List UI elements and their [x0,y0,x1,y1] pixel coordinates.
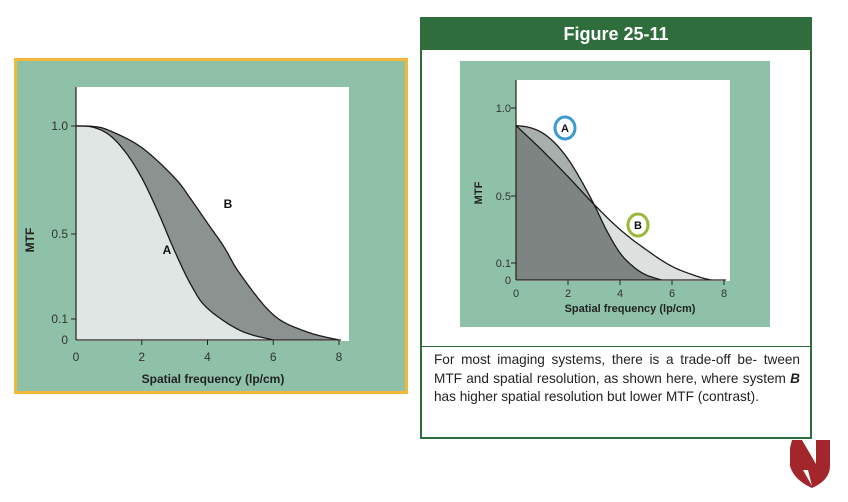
x-tick-label: 2 [138,350,145,364]
curve-b [76,125,340,341]
y-tick-label: 0.1 [51,312,68,326]
series-label-circle-b [626,212,650,238]
y-tick-label: 1.0 [496,103,511,115]
chart-right: 0 0.1 0.5 1.0 0 2 4 6 8 Spatial frequency (lp/cm)… [473,80,730,315]
y-tick-label: 0.5 [51,227,68,241]
caption-text: For most imaging systems, there is a tra… [434,352,800,386]
caption-text-end: has higher spatial resolution but lower … [434,389,759,404]
x-tick-label: 6 [669,288,675,300]
y-tick-label: 0 [505,275,511,287]
curve-a [76,125,274,341]
x-tick-label: 8 [336,350,343,364]
series-label-b: B [224,197,233,211]
series-label-a: A [163,243,172,257]
y-axis-title: MTF [23,228,37,253]
university-logo-icon [790,440,830,488]
x-tick-label: 6 [270,350,277,364]
y-tick-label: 1.0 [51,119,68,133]
series-label-circle-a [553,115,577,141]
x-tick-label: 4 [204,350,211,364]
curve-a [516,124,662,281]
figure-caption: For most imaging systems, there is a tra… [434,351,800,407]
figure-title: Figure 25-11 [422,19,810,50]
caption-emphasis: B [790,370,800,386]
y-axis-title: MTF [473,181,485,204]
x-tick-label: 2 [565,288,571,300]
x-tick-label: 0 [73,350,80,364]
curve-b [515,125,712,281]
chart-left: 0 0.1 0.5 1.0 0 2 4 6 8 Spatial frequency (lp/cm)… [23,87,349,386]
x-tick-label: 0 [513,288,519,300]
y-tick-label: 0.5 [496,191,511,203]
y-tick-label: 0.1 [496,258,511,270]
series-label-a: A [561,123,569,135]
divider [422,346,810,347]
y-tick-label: 0 [61,333,68,347]
x-tick-label: 4 [617,288,623,300]
area-overlap [516,125,724,280]
x-axis-title: Spatial frequency (lp/cm) [565,303,696,315]
series-label-b: B [634,220,642,232]
x-tick-label: 8 [721,288,727,300]
area-a [76,126,274,340]
x-axis-title: Spatial frequency (lp/cm) [142,372,285,386]
